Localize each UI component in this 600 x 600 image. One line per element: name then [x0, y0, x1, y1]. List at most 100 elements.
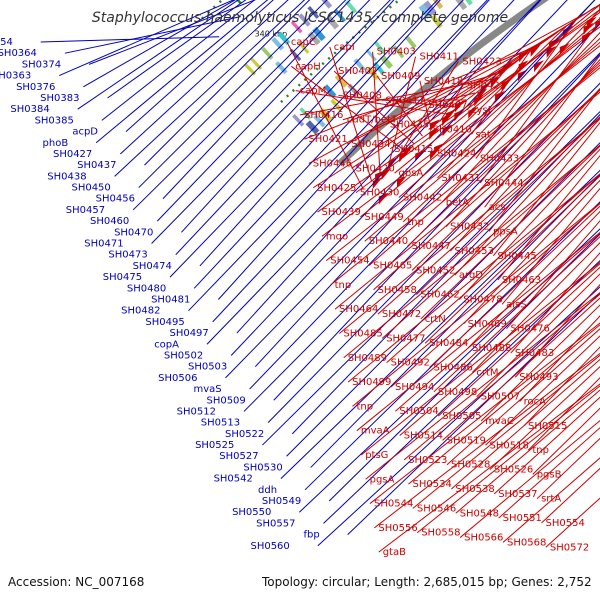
gene-label: copA	[154, 339, 179, 350]
gene-leader-line	[325, 45, 600, 262]
gene-leader-line	[328, 233, 600, 502]
gene-label: SH0509	[206, 395, 245, 406]
gene-leader-line	[101, 0, 256, 121]
gene-label: SH0572	[550, 542, 589, 553]
feature-block-t3	[465, 0, 473, 6]
gene-leader-line	[501, 187, 600, 305]
gene-label: SH0527	[219, 451, 258, 462]
gene-label: SH0546	[417, 503, 456, 514]
gene-label: SH0549	[262, 496, 301, 507]
gene-label: tnp	[407, 217, 424, 228]
gene-label: SH0447	[412, 241, 451, 252]
gene-label: mvaS	[193, 384, 221, 395]
gene-leader-line	[312, 3, 600, 189]
gene-leader-line	[230, 0, 568, 356]
gene-leader-line	[381, 144, 600, 339]
gene-label: SH0515	[528, 421, 567, 432]
gene-label: SH0383	[40, 93, 79, 104]
gene-label: SH0480	[127, 283, 166, 294]
gene-leader-line	[199, 0, 441, 267]
gene-label: SH0427	[53, 149, 92, 160]
gene-label: pgsA	[370, 474, 395, 485]
gene-label: SH0566	[464, 533, 503, 544]
gene-label: SH0457	[66, 205, 105, 216]
forward-gene-arrow	[468, 106, 479, 119]
feature-block-t0	[290, 20, 303, 34]
gene-leader-line	[432, 25, 567, 155]
gene-leader-line	[433, 236, 600, 393]
feature-block-t3	[305, 120, 320, 135]
gene-label: SH0528	[451, 460, 490, 471]
gene-label: SH0460	[90, 216, 129, 227]
gene-label: SH0472	[382, 309, 421, 320]
gene-leader-line	[295, 90, 449, 115]
gene-leader-line	[368, 64, 600, 266]
forward-gene-arrow	[430, 147, 441, 160]
gene-label: SH0433	[480, 154, 519, 165]
gene-label: SH0538	[455, 484, 494, 495]
gene-label: SH0542	[214, 474, 253, 485]
feature-block-t0	[307, 5, 320, 19]
gene-leader-line	[390, 202, 600, 388]
gene-leader-line	[441, 31, 600, 203]
gene-label: capI	[334, 42, 355, 53]
gene-label: SH0454	[330, 256, 369, 267]
gene-leader-line	[323, 259, 600, 524]
gene-label: cysJ	[471, 105, 491, 116]
gene-label: ptsG	[365, 450, 388, 461]
gene-leader-line	[510, 252, 600, 354]
gene-leader-line	[114, 0, 306, 177]
gene-leader-line	[395, 232, 600, 412]
gene-label: acpD	[72, 127, 98, 138]
gene-leader-line	[389, 31, 558, 150]
feature-block-t0	[298, 13, 311, 27]
gene-leader-line	[330, 67, 600, 286]
gene-label: SH0560	[250, 541, 289, 552]
gene-leader-line	[403, 293, 600, 461]
gene-label: SH0420	[356, 163, 395, 174]
accession-text: Accession: NC_007168	[8, 575, 145, 589]
feature-block-t2	[353, 58, 366, 72]
gene-leader-line	[317, 11, 600, 213]
gene-label: ddh	[258, 485, 277, 496]
gene-label: SH0514	[404, 431, 443, 442]
feature-block-t2	[432, 0, 444, 10]
gene-label: mvaA	[361, 426, 390, 437]
gene-label: ppsA	[493, 227, 518, 238]
gene-leader-line	[347, 292, 600, 535]
gene-leader-line	[83, 0, 236, 88]
feature-block-t3	[313, 114, 326, 128]
feature-block-t0	[261, 46, 274, 60]
gene-leader-line	[339, 117, 600, 334]
gene-leader-line	[407, 61, 600, 247]
feature-block-t2	[292, 113, 305, 127]
gene-label: SH0410	[433, 125, 472, 136]
feature-block-t1	[325, 15, 340, 30]
gene-label: SH0505	[442, 411, 481, 422]
genome-stats-text: Topology: circular; Length: 2,685,015 bp…	[262, 575, 592, 589]
gene-label: tnp	[357, 401, 374, 412]
gene-leader-line	[416, 116, 600, 296]
feature-block-t1	[275, 61, 288, 75]
gene-label: SH0486	[434, 363, 473, 374]
gene-label: gtaB	[383, 547, 406, 558]
gene-leader-line	[212, 0, 515, 323]
gene-label: SH0485	[343, 329, 382, 340]
gene-leader-line	[408, 324, 600, 485]
feature-block-t1	[312, 26, 326, 42]
gene-label: SH0482	[121, 306, 160, 317]
gene-leader-line	[385, 64, 512, 126]
gene-label: SH0537	[498, 489, 537, 500]
gene-leader-line	[398, 17, 600, 198]
gene-leader-line	[188, 0, 488, 312]
gene-label: SH0418	[424, 76, 463, 87]
gene-leader-line	[291, 113, 600, 435]
gene-label: SH0442	[403, 193, 442, 204]
gene-label: SH0354	[0, 37, 13, 48]
feature-block-t0	[271, 37, 285, 51]
gene-leader-line	[254, 0, 596, 368]
feature-block-t3	[379, 54, 394, 69]
gene-label: SH0364	[0, 48, 37, 59]
forward-gene-arrow	[480, 82, 491, 95]
gene-leader-line	[506, 220, 600, 329]
